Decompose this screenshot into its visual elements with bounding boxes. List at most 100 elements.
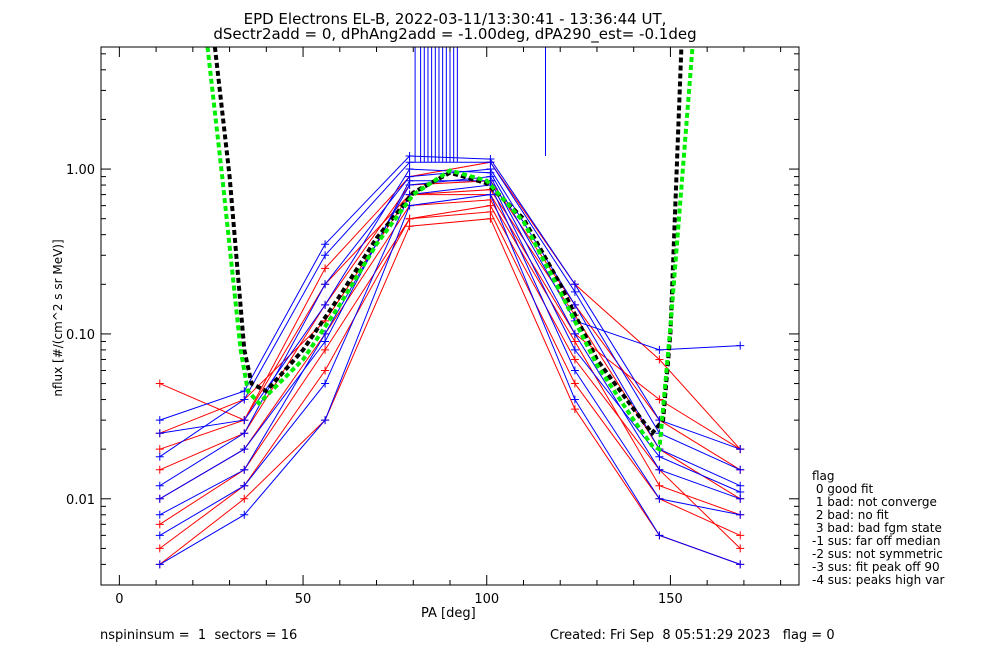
series-line [159,168,741,434]
data-point [570,395,579,404]
data-point [155,520,164,529]
data-point [240,445,249,454]
legend-item: 1 bad: not converge [812,495,937,509]
data-point [155,510,164,519]
data-point [240,494,249,503]
data-point [155,481,164,490]
data-point [655,345,664,354]
x-axis-label: PA [deg] [421,606,476,621]
data-point [405,165,414,174]
series-line [159,176,741,516]
data-point [240,395,249,404]
data-point [240,465,249,474]
data-point [736,560,745,569]
data-point [570,287,579,296]
data-point [405,222,414,231]
series-line [159,205,741,549]
data-point [240,429,249,438]
series-line [159,161,741,450]
data-point [736,487,745,496]
data-point [570,345,579,354]
data-point [321,280,330,289]
series-line [159,194,741,565]
data-point [486,155,495,164]
data-point [570,379,579,388]
plot-area [155,47,745,569]
data-point [570,337,579,346]
data-point [155,379,164,388]
data-point [736,544,745,553]
data-point [155,445,164,454]
data-point [570,366,579,375]
fit-curve [205,47,695,453]
data-point [321,264,330,273]
data-point [240,510,249,519]
legend: flag 0 good fit 1 bad: not converge 2 ba… [812,470,944,587]
data-point [405,152,414,161]
data-point [655,494,664,503]
data-point [655,465,664,474]
data-point [155,416,164,425]
data-point [655,531,664,540]
legend-item: 2 bad: no fit [812,508,889,522]
data-point [405,176,414,185]
footer-created-info: Created: Fri Sep 8 05:51:29 2023 flag = … [550,628,835,643]
series-line [159,180,741,500]
data-point [736,510,745,519]
legend-item: -1 sus: far off median [812,534,941,548]
data-point [655,395,664,404]
data-point [405,214,414,223]
data-point [736,531,745,540]
data-point [486,190,495,199]
data-point [486,168,495,177]
data-point [155,560,164,569]
data-point [321,379,330,388]
legend-item: 0 good fit [812,482,874,496]
data-point [655,355,664,364]
data-point [570,280,579,289]
data-point [321,366,330,375]
data-point [321,345,330,354]
data-point [736,341,745,350]
series-line [159,180,741,471]
y-tick-label: 0.10 [66,328,95,343]
data-point [321,416,330,425]
data-point [155,531,164,540]
series-line [159,218,741,565]
legend-item: -3 sus: fit peak off 90 [812,560,940,574]
x-tick-label: 0 [115,592,123,607]
data-point [570,355,579,364]
data-point [570,405,579,414]
legend-title: flag [812,469,835,483]
chart-title-line-2: dSectr2add = 0, dPhAng2add = -1.00deg, d… [213,25,697,43]
data-point [736,445,745,454]
data-point [155,429,164,438]
y-tick-label: 1.00 [66,163,95,178]
data-point [155,494,164,503]
data-point [655,452,664,461]
data-point [321,300,330,309]
legend-item: -4 sus: peaks high var [812,573,945,587]
data-point [155,544,164,553]
data-point [240,481,249,490]
data-point [736,465,745,474]
data-point [240,416,249,425]
data-point [321,337,330,346]
data-point [570,329,579,338]
x-tick-label: 50 [295,592,312,607]
data-point [655,481,664,490]
chart-title-line-1: EPD Electrons EL-B, 2022-03-11/13:30:41 … [243,10,667,28]
series-line [159,199,741,516]
legend-item: -2 sus: not symmetric [812,547,943,561]
x-tick-label: 150 [658,592,683,607]
footer-sectors-info: nspininsum = 1 sectors = 16 [100,628,298,643]
y-axis-label: nflux [#/(cm^2 s sr MeV)] [51,239,65,397]
series-line [159,211,741,549]
series-line [159,168,741,487]
data-point [155,465,164,474]
data-point [155,452,164,461]
legend-item: 3 bad: bad fgm state [812,521,942,535]
data-point [321,251,330,260]
series-line [159,189,741,500]
